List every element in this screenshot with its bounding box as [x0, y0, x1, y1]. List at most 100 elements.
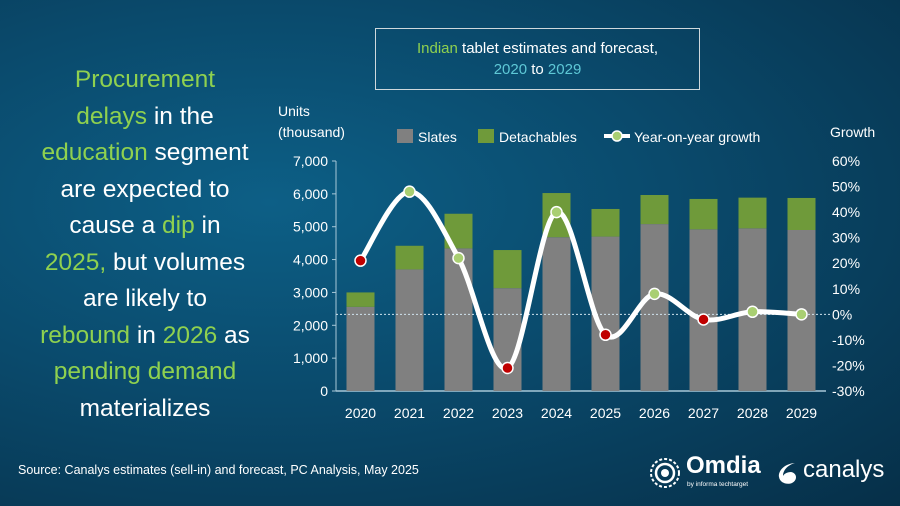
headline-line: delays in the [20, 99, 270, 136]
legend-swatch-detachables [478, 129, 494, 143]
growth-point [697, 313, 710, 326]
legend-label: Detachables [499, 129, 577, 145]
bar-detachables [689, 198, 718, 230]
bar-slates [640, 224, 669, 391]
y2-tick-label: 60% [832, 153, 860, 169]
y2-tick-label: 40% [832, 204, 860, 220]
omdia-logo-icon [650, 458, 680, 488]
y2-tick-label: 50% [832, 179, 860, 195]
headline-segment: 2026 [162, 321, 218, 349]
bar-detachables [787, 197, 816, 230]
headline-segment: delays [76, 102, 148, 130]
growth-point [648, 287, 661, 301]
bar-slates [346, 306, 375, 391]
headline-line: 2025, but volumes [20, 245, 270, 282]
legend-label: Slates [418, 129, 457, 145]
bar-detachables [738, 197, 767, 229]
headline-segment: cause a [69, 212, 163, 239]
headline-segment: but volumes [106, 248, 246, 276]
canalys-wordmark: canalys [803, 456, 885, 483]
growth-point [746, 305, 759, 319]
headline-line: education segment [20, 135, 270, 172]
y-tick-label: 7,000 [293, 153, 328, 169]
growth-point [354, 254, 367, 267]
x-tick-label: 2022 [443, 405, 474, 421]
x-tick-label: 2029 [786, 405, 817, 421]
y2-tick-label: 10% [832, 281, 860, 297]
headline-segment: segment [147, 139, 249, 166]
y-axis-label-line: Units [278, 103, 310, 119]
growth-point [452, 251, 465, 265]
headline-segment: Procurement [74, 66, 216, 93]
legend-swatch-growth-marker [611, 130, 623, 142]
title-part: tablet estimates and forecast, [457, 40, 658, 57]
legend-swatch-slates [397, 129, 413, 143]
headline-segment: 2025, [44, 248, 107, 276]
bar-detachables [395, 245, 424, 270]
x-tick-label: 2020 [345, 405, 376, 421]
headline-segment: as [217, 321, 250, 349]
y2-tick-label: 0% [832, 306, 852, 322]
headline-line: are likely to [20, 281, 270, 318]
bar-detachables [640, 195, 669, 225]
y-tick-label: 1,000 [293, 350, 328, 366]
headline-line: pending demand [20, 354, 270, 391]
x-tick-label: 2023 [492, 405, 523, 421]
bar-detachables [493, 250, 522, 289]
x-tick-label: 2028 [737, 405, 768, 421]
headline-segment: materializes [79, 394, 211, 422]
headline-segment: are likely to [83, 285, 207, 312]
y-axis-label-line: (thousand) [278, 124, 345, 140]
headline-segment: dip [162, 212, 195, 239]
chart-title: Indian tablet estimates and forecast, 20… [375, 28, 700, 90]
y2-tick-label: -20% [832, 357, 865, 373]
y-tick-label: 2,000 [293, 317, 328, 333]
headline-line: Procurement [20, 62, 270, 99]
growth-line [358, 189, 802, 371]
x-tick-label: 2026 [639, 405, 670, 421]
title-part: to [527, 61, 548, 78]
legend-label: Year-on-year growth [634, 129, 760, 145]
growth-point [501, 361, 514, 375]
y-tick-label: 0 [320, 383, 328, 399]
y2-axis-label: Growth [830, 124, 875, 140]
title-part: Indian [417, 40, 458, 57]
headline-line: materializes [20, 391, 270, 428]
bar-detachables [346, 292, 375, 307]
growth-point [403, 185, 416, 198]
headline-line: cause a dip in [20, 208, 270, 245]
bar-slates [395, 269, 424, 391]
title-part: 2029 [547, 61, 582, 78]
y-tick-label: 4,000 [293, 252, 328, 268]
y-tick-label: 3,000 [293, 284, 328, 300]
y2-tick-label: -10% [832, 332, 865, 348]
headline-segment: in [194, 212, 221, 239]
headline-segment: in [130, 321, 163, 349]
canalys-logo-icon [778, 463, 797, 484]
x-tick-label: 2025 [590, 405, 621, 421]
y2-tick-label: -30% [832, 383, 865, 399]
y2-tick-label: 30% [832, 230, 860, 246]
headline-segment: are expected to [60, 175, 230, 203]
growth-point [795, 308, 808, 321]
title-part: 2020 [493, 61, 528, 78]
headline-segment: rebound [40, 321, 131, 349]
headline-segment: education [41, 139, 148, 166]
headline-line: rebound in 2026 as [20, 318, 270, 355]
y-tick-label: 6,000 [293, 186, 328, 202]
source-note: Source: Canalys estimates (sell-in) and … [18, 463, 419, 477]
bar-detachables [591, 208, 620, 237]
y-tick-label: 5,000 [293, 219, 328, 235]
bar-slates [444, 248, 473, 391]
headline-segment: in the [147, 102, 214, 130]
headline-line: are expected to [20, 172, 270, 209]
bar-slates [493, 288, 522, 391]
growth-point [550, 205, 563, 219]
omdia-subtitle: by informa techtarget [687, 481, 749, 488]
x-tick-label: 2024 [541, 405, 572, 421]
growth-point [599, 328, 612, 342]
omdia-wordmark: Omdia [686, 452, 761, 479]
x-tick-label: 2027 [688, 405, 719, 421]
headline-segment: pending demand [53, 358, 237, 385]
